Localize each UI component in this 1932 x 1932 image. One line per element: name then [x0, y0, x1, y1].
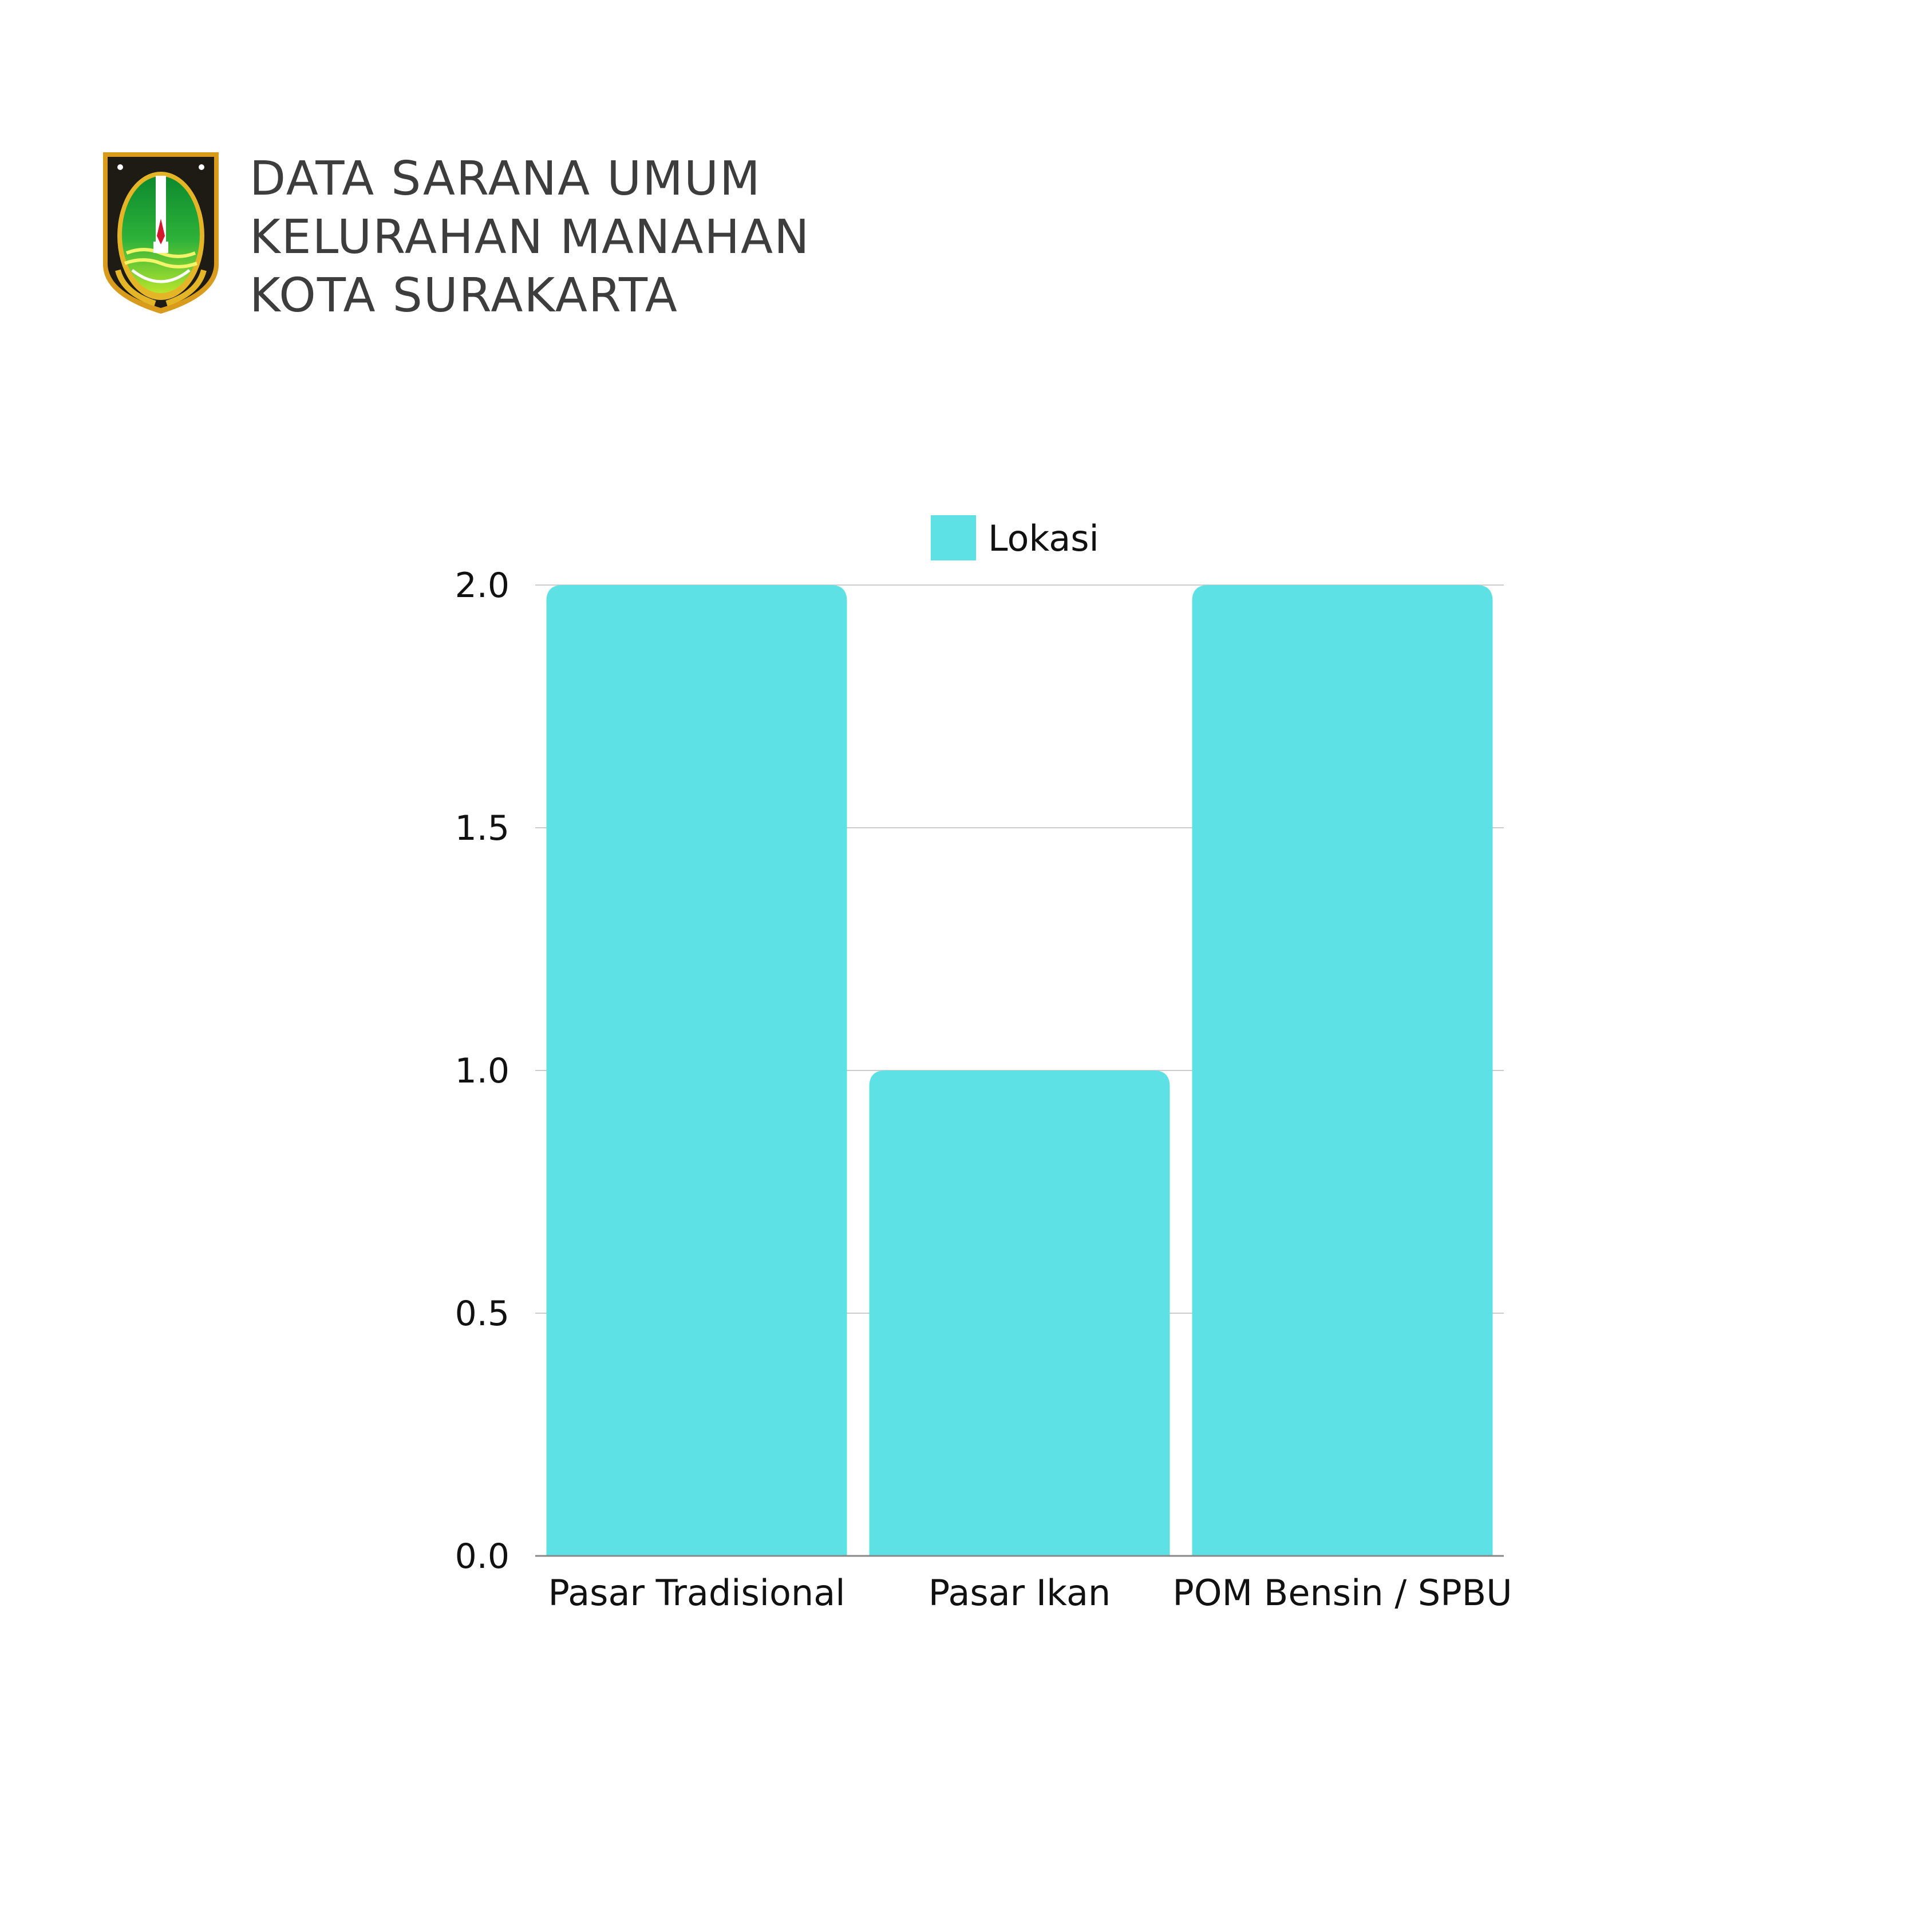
x-category-label: Pasar Ikan — [929, 1572, 1111, 1614]
bar — [546, 585, 847, 1556]
legend-label: Lokasi — [988, 517, 1099, 559]
y-tick-label: 1.5 — [455, 808, 509, 848]
bar — [1192, 585, 1493, 1556]
header: DATA SARANA UMUM KELURAHAN MANAHAN KOTA … — [101, 150, 845, 325]
legend: Lokasi — [931, 515, 1099, 560]
bars — [546, 585, 1493, 1556]
legend-swatch — [931, 515, 976, 560]
y-tick-label: 0.5 — [455, 1294, 509, 1334]
title-block: DATA SARANA UMUM KELURAHAN MANAHAN KOTA … — [250, 150, 810, 325]
title-line-1: DATA SARANA UMUM — [250, 152, 761, 206]
x-category-label: Pasar Tradisional — [548, 1572, 846, 1614]
title-line-3: KOTA SURAKARTA — [250, 268, 678, 323]
x-category-label: POM Bensin / SPBU — [1172, 1572, 1512, 1614]
y-tick-label: 1.0 — [455, 1051, 509, 1091]
y-tick-label: 0.0 — [455, 1536, 509, 1577]
x-axis-labels: Pasar Tradisional Pasar Ikan POM Bensin / … — [548, 1572, 1512, 1614]
title-line-2: KELURAHAN MANAHAN — [250, 210, 811, 264]
surakarta-coat-of-arms-logo — [103, 152, 219, 314]
bar — [869, 1070, 1170, 1556]
y-axis-ticks: 0.0 0.5 1.0 1.5 2.0 — [455, 566, 509, 1577]
y-tick-label: 2.0 — [455, 566, 509, 606]
